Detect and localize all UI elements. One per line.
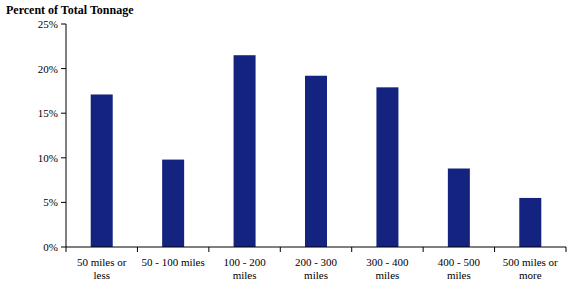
x-tick bbox=[351, 247, 352, 252]
y-tick bbox=[61, 113, 66, 114]
x-axis-line bbox=[66, 247, 566, 248]
y-axis-label: Percent of Total Tonnage bbox=[6, 3, 134, 17]
y-tick-label: 10% bbox=[38, 152, 58, 164]
bar bbox=[376, 87, 398, 247]
bar bbox=[448, 169, 470, 247]
x-tick-label-line: miles bbox=[376, 269, 400, 281]
x-tick-label-line: miles bbox=[447, 269, 471, 281]
y-tick-label: 20% bbox=[38, 63, 58, 75]
y-tick bbox=[61, 68, 66, 69]
x-tick-label-line: more bbox=[519, 269, 542, 281]
x-tick bbox=[208, 247, 209, 252]
y-tick bbox=[61, 157, 66, 158]
y-tick-label: 5% bbox=[43, 196, 58, 208]
x-tick-label-line: miles bbox=[304, 269, 328, 281]
x-tick-label-line: 400 - 500 bbox=[438, 256, 481, 268]
x-tick-label: 400 - 500miles bbox=[438, 256, 481, 281]
x-tick-label-line: less bbox=[93, 269, 110, 281]
bar bbox=[91, 94, 113, 247]
y-tick bbox=[61, 202, 66, 203]
x-tick-label: 200 - 300miles bbox=[295, 256, 338, 281]
x-tick-label-line: 300 - 400 bbox=[366, 256, 409, 268]
y-tick-label: 0% bbox=[43, 241, 58, 253]
x-tick-label-line: 50 - 100 miles bbox=[142, 256, 205, 268]
x-tick-label-line: 100 - 200 bbox=[223, 256, 266, 268]
x-tick-label: 50 - 100 miles bbox=[142, 256, 205, 268]
x-tick-label-line: 500 miles or bbox=[503, 256, 558, 268]
x-tick-label: 500 miles ormore bbox=[503, 256, 558, 281]
x-tick-label: 100 - 200miles bbox=[223, 256, 266, 281]
bar bbox=[234, 55, 256, 247]
chart: Percent of Total Tonnage 0% 5% 10% 15% 20% 25%… bbox=[0, 0, 575, 286]
x-tick-label: 300 - 400miles bbox=[366, 256, 409, 281]
x-tick bbox=[494, 247, 495, 252]
x-tick bbox=[280, 247, 281, 252]
bar bbox=[305, 76, 327, 247]
x-tick bbox=[66, 247, 67, 252]
y-tick-label: 15% bbox=[38, 107, 58, 119]
x-tick-label-line: miles bbox=[233, 269, 257, 281]
x-tick-label-line: 50 miles or bbox=[77, 256, 127, 268]
y-tick bbox=[61, 247, 66, 248]
bar bbox=[162, 160, 184, 247]
x-tick-label-line: 200 - 300 bbox=[295, 256, 338, 268]
x-tick-label: 50 miles orless bbox=[77, 256, 127, 281]
x-tick bbox=[566, 247, 567, 252]
bar bbox=[519, 198, 541, 247]
x-tick bbox=[423, 247, 424, 252]
y-axis-line bbox=[66, 24, 67, 247]
bars bbox=[91, 55, 542, 247]
x-tick bbox=[137, 247, 138, 252]
y-tick-label: 25% bbox=[38, 18, 58, 30]
y-tick bbox=[61, 24, 66, 25]
